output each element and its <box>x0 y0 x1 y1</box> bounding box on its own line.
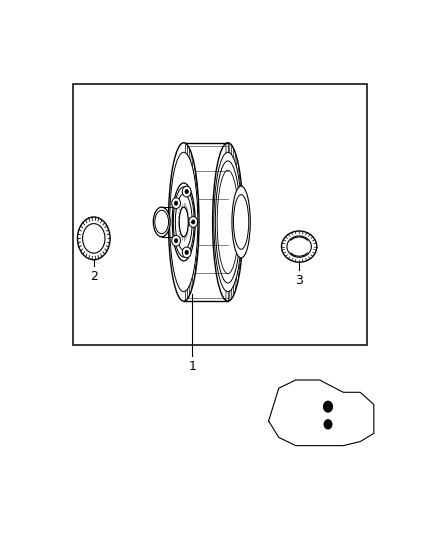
Text: 1: 1 <box>188 360 196 373</box>
Bar <box>74 84 367 345</box>
Circle shape <box>172 236 180 246</box>
Ellipse shape <box>179 207 188 237</box>
Circle shape <box>185 251 188 254</box>
Ellipse shape <box>232 186 250 258</box>
Text: 2: 2 <box>90 270 98 283</box>
Circle shape <box>174 239 178 243</box>
Text: 3: 3 <box>295 274 303 287</box>
Circle shape <box>182 186 191 197</box>
Circle shape <box>324 401 332 412</box>
Ellipse shape <box>282 231 317 262</box>
Ellipse shape <box>153 207 170 237</box>
Ellipse shape <box>172 183 195 261</box>
Circle shape <box>172 198 180 208</box>
Circle shape <box>189 216 198 227</box>
Ellipse shape <box>169 143 199 301</box>
Circle shape <box>174 201 178 205</box>
Circle shape <box>191 220 195 224</box>
Circle shape <box>324 420 332 429</box>
Circle shape <box>182 247 191 258</box>
Circle shape <box>185 190 188 193</box>
Ellipse shape <box>78 217 110 260</box>
